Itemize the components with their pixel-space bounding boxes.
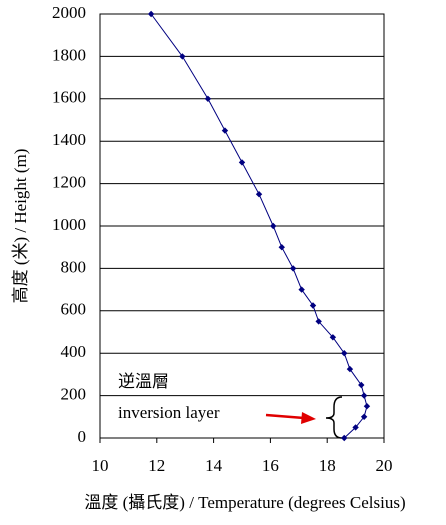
y-tick-label: 1800 (52, 45, 86, 64)
y-tick-label: 1400 (52, 130, 86, 149)
y-tick-label: 2000 (52, 3, 86, 22)
data-point (289, 265, 297, 272)
data-point (278, 244, 285, 251)
y-tick-label: 400 (61, 342, 87, 361)
data-point (358, 381, 365, 389)
data-point (363, 403, 371, 410)
y-tick-label: 800 (61, 257, 87, 276)
data-point (341, 350, 348, 357)
x-tick-label: 12 (148, 456, 165, 475)
arrow (265, 413, 305, 420)
x-tick-label: 14 (205, 456, 223, 475)
x-tick-label: 20 (376, 456, 393, 475)
data-point (360, 413, 368, 420)
data-point (352, 424, 359, 431)
x-tick-label: 18 (319, 456, 336, 475)
data-point (360, 392, 368, 399)
data-point (221, 127, 229, 134)
data-point (179, 53, 186, 60)
data-point (341, 434, 348, 442)
y-tick-label: 0 (78, 427, 87, 446)
x-axis-label: 溫度 (攝氏度) / Temperature (degrees Celsius) (84, 493, 405, 512)
x-tick-label: 16 (262, 456, 279, 475)
y-tick-label: 600 (61, 300, 87, 319)
data-point (298, 286, 305, 293)
x-tick-label: 10 (92, 456, 109, 475)
y-axis-label: 高度 (米) / Height (m) (11, 149, 30, 304)
y-tick-label: 1000 (52, 215, 86, 234)
data-point (255, 191, 263, 198)
y-tick-label: 1200 (52, 173, 86, 192)
y-tick-label: 200 (61, 385, 87, 404)
data-point (315, 318, 322, 325)
arrow-head (301, 412, 316, 424)
data-point (329, 334, 337, 341)
y-tick-label: 1600 (52, 88, 86, 107)
annotation: 逆溫層 (118, 372, 169, 391)
data-point (309, 302, 317, 309)
data-point (147, 10, 155, 18)
data-point (238, 159, 246, 166)
annotation: inversion layer (118, 403, 220, 422)
data-point (346, 365, 354, 373)
data-point (270, 222, 277, 230)
brace (325, 396, 343, 439)
data-point (204, 95, 212, 102)
